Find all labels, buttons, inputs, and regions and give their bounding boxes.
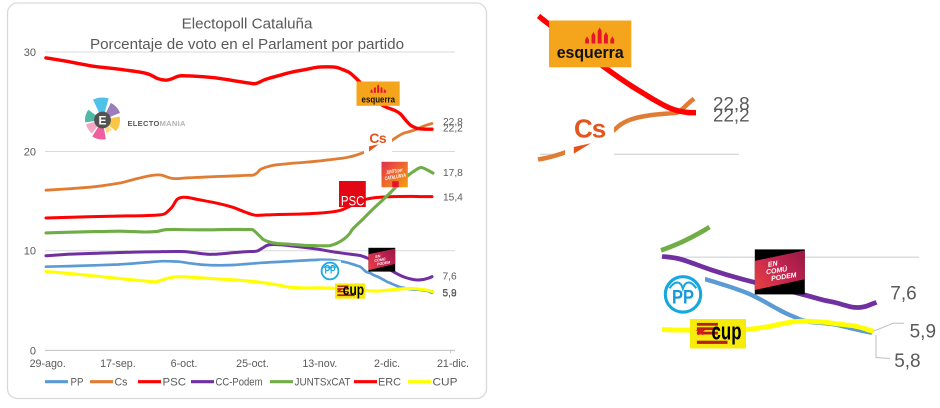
svg-text:25-oct.: 25-oct. [236, 358, 269, 370]
svg-text:2-dic.: 2-dic. [374, 358, 400, 370]
svg-text:ERC: ERC [378, 377, 401, 389]
svg-text:COMÚ: COMÚ [374, 256, 386, 263]
svg-text:22,8: 22,8 [443, 117, 463, 128]
svg-text:5,9: 5,9 [910, 322, 936, 343]
svg-text:22,8: 22,8 [713, 93, 750, 114]
svg-text:PODEM: PODEM [771, 272, 798, 283]
svg-text:Electopoll Cataluña: Electopoll Cataluña [182, 16, 313, 33]
svg-text:30: 30 [24, 47, 36, 59]
svg-text:CATALUNYA: CATALUNYA [384, 173, 406, 183]
svg-text:JUNTSxCAT: JUNTSxCAT [295, 377, 351, 389]
svg-text:29-ago.: 29-ago. [30, 358, 66, 370]
svg-text:Porcentaje de voto en el Parla: Porcentaje de voto en el Parlament por p… [90, 36, 404, 53]
svg-text:PP: PP [71, 377, 84, 389]
svg-text:0: 0 [30, 345, 36, 357]
svg-text:17-sep.: 17-sep. [100, 358, 136, 370]
svg-text:20: 20 [24, 147, 36, 159]
svg-text:CC-Podem: CC-Podem [216, 377, 263, 389]
svg-text:cup: cup [712, 318, 742, 345]
svg-text:Cs: Cs [574, 114, 606, 144]
svg-text:E: E [98, 113, 106, 127]
svg-text:cup: cup [343, 282, 364, 299]
svg-text:6-oct.: 6-oct. [171, 358, 198, 370]
svg-text:5,9: 5,9 [443, 288, 457, 299]
svg-text:PSC: PSC [163, 377, 187, 389]
svg-text:Cs: Cs [369, 130, 387, 146]
svg-text:PSC: PSC [341, 192, 365, 208]
svg-text:17,8: 17,8 [443, 168, 463, 179]
svg-text:22,2: 22,2 [443, 123, 463, 134]
svg-text:5,8: 5,8 [894, 351, 920, 372]
svg-text:esquerra: esquerra [557, 43, 625, 62]
svg-text:7,6: 7,6 [890, 284, 916, 305]
svg-text:PP: PP [672, 287, 694, 308]
svg-text:22,2: 22,2 [713, 104, 750, 125]
svg-text:5,8: 5,8 [443, 289, 457, 300]
svg-text:ELECTOMANIA: ELECTOMANIA [128, 119, 186, 128]
svg-text:CUP: CUP [433, 377, 458, 389]
svg-text:EN: EN [375, 254, 381, 259]
svg-text:esquerra: esquerra [362, 94, 396, 104]
svg-text:21-dic.: 21-dic. [437, 358, 469, 370]
svg-text:PODEM: PODEM [377, 260, 392, 266]
svg-text:Cs: Cs [115, 377, 128, 389]
svg-text:10: 10 [24, 246, 36, 258]
svg-text:15,4: 15,4 [443, 192, 463, 203]
svg-text:JUNTS per: JUNTS per [385, 167, 403, 176]
svg-text:7,6: 7,6 [443, 271, 457, 282]
svg-text:13-nov.: 13-nov. [302, 358, 337, 370]
svg-text:PP: PP [325, 266, 336, 277]
svg-text:EN: EN [767, 260, 779, 269]
